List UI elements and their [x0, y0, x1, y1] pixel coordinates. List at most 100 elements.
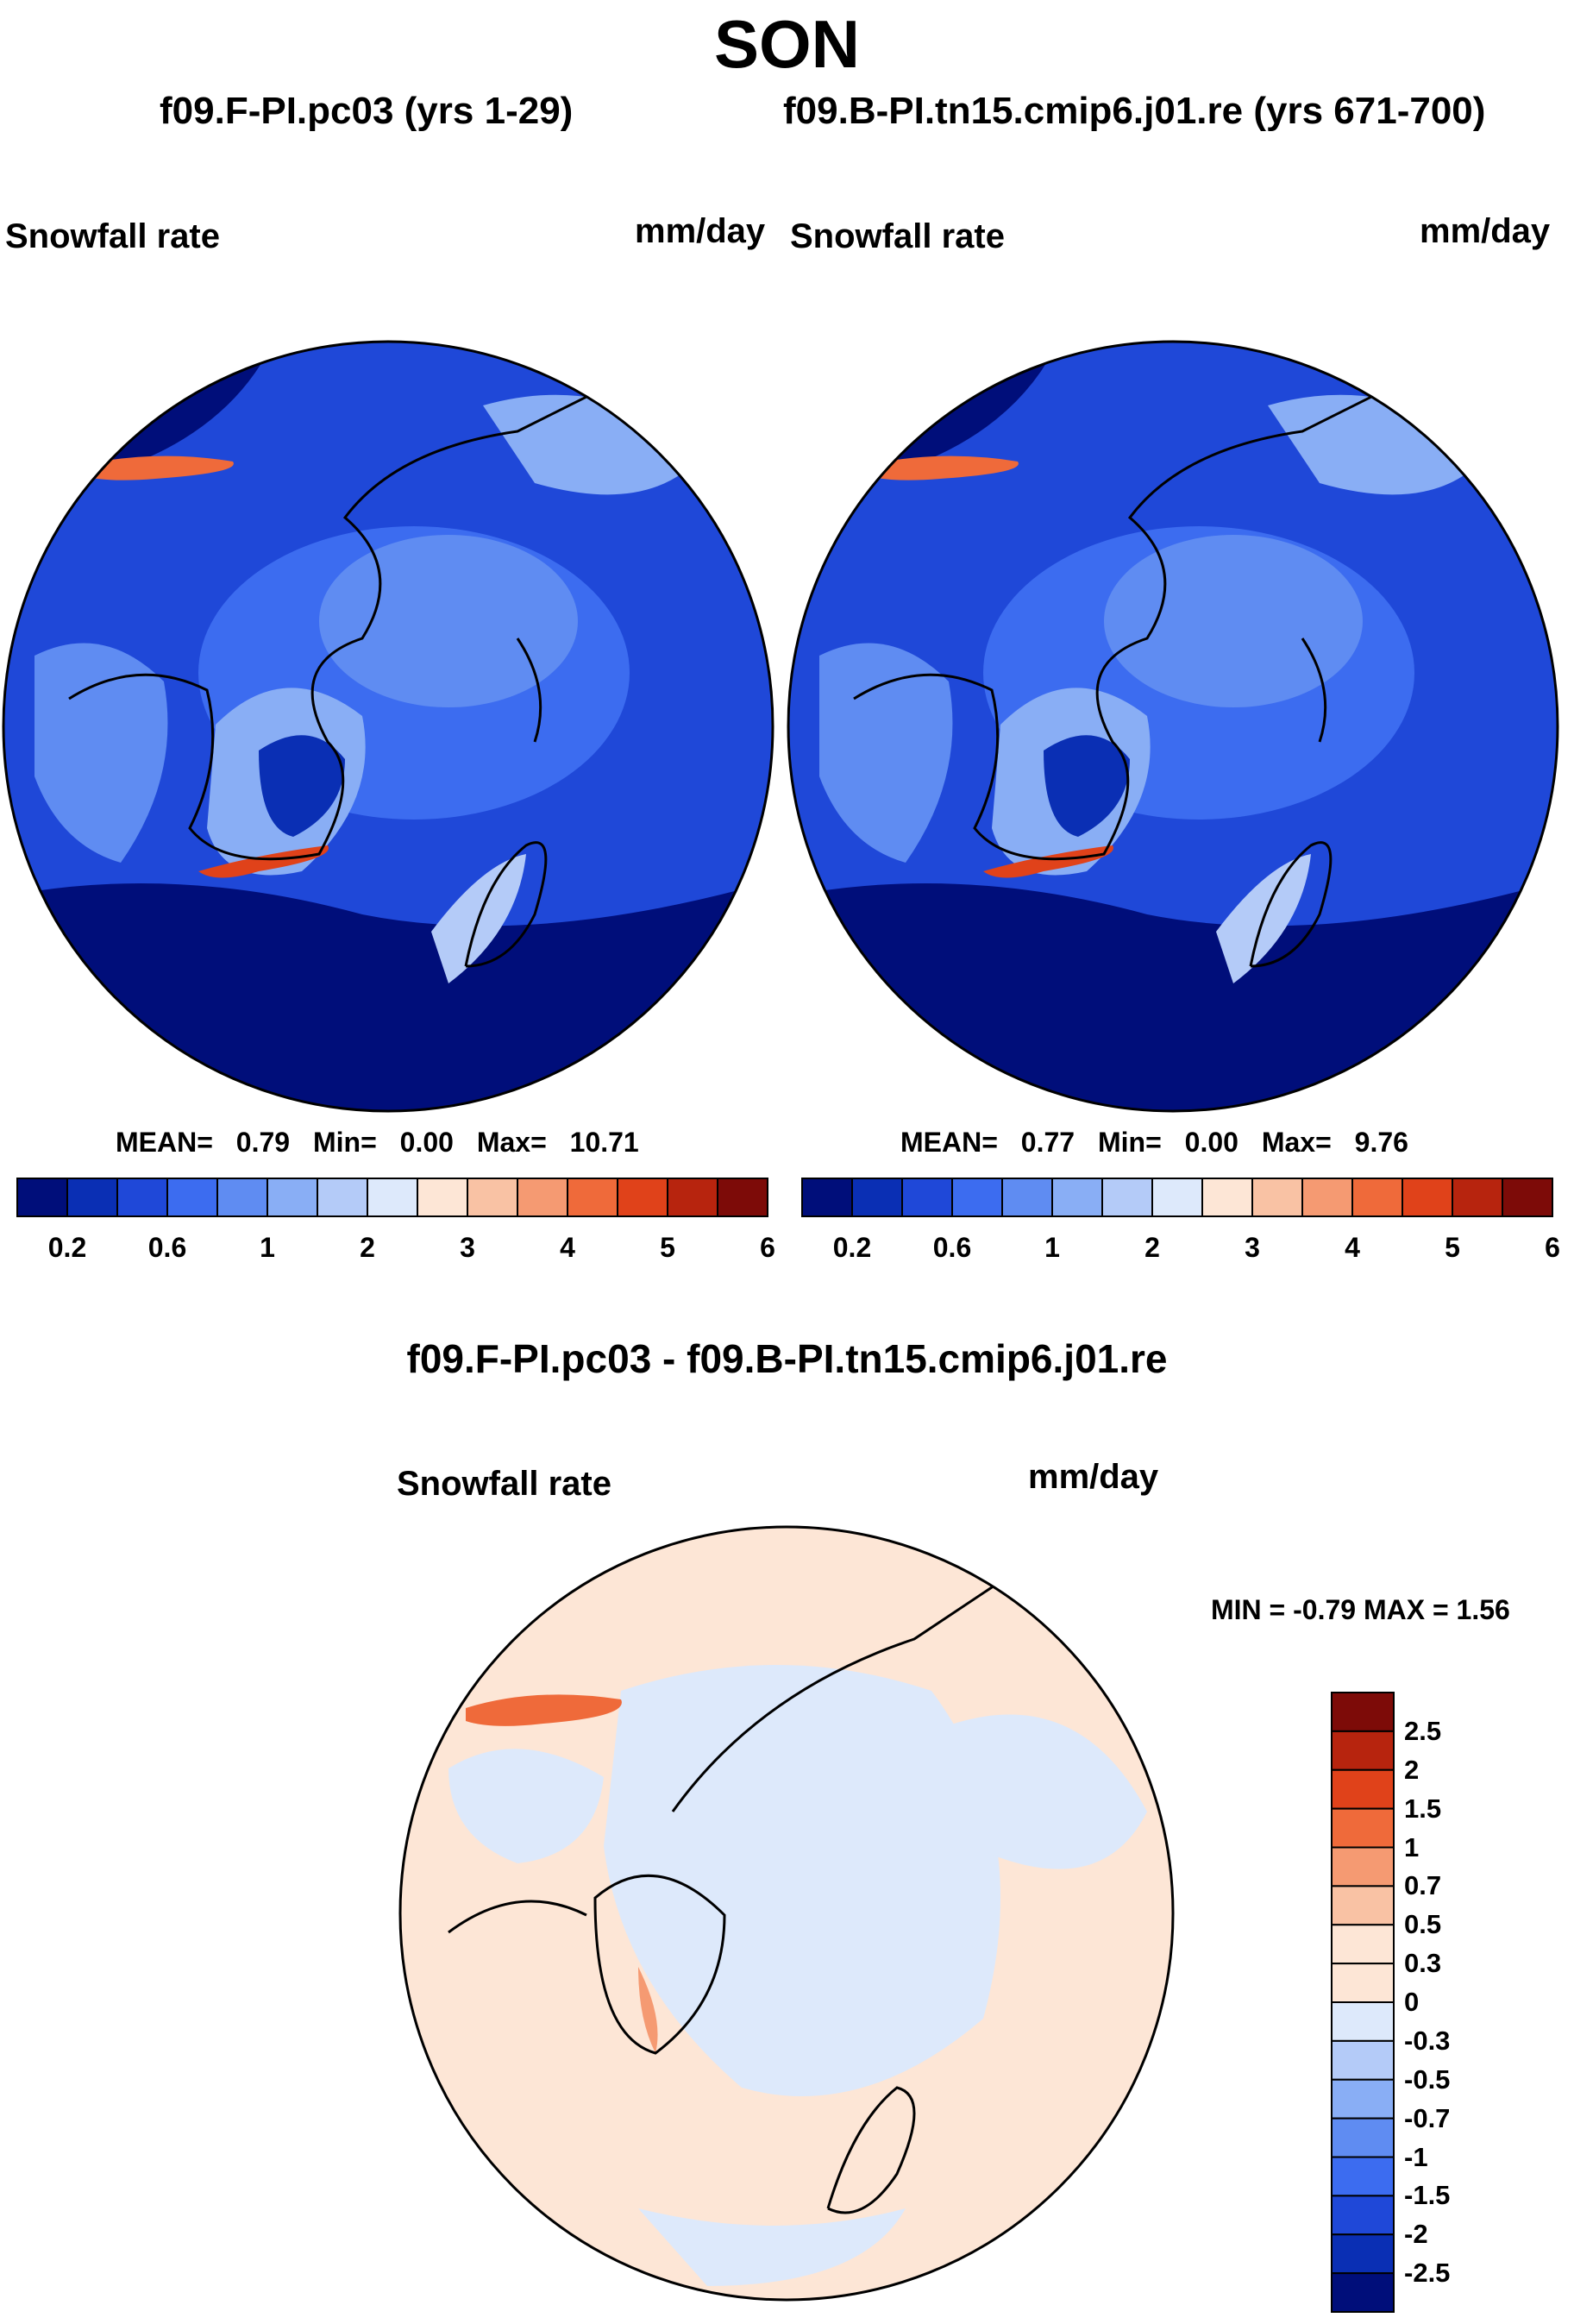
right-variable-label: Snowfall rate — [790, 217, 1005, 255]
diff-colorbar-tick: -2 — [1404, 2219, 1428, 2250]
diff-minmax: MIN = -0.79 MAX = 1.56 — [1211, 1594, 1510, 1625]
right-colorbar — [801, 1178, 1553, 1217]
left-mean-label: MEAN= — [116, 1127, 213, 1158]
diff-colorbar-tick: -0.3 — [1404, 2025, 1451, 2056]
left-max-label: Max= — [476, 1127, 547, 1158]
diff-colorbar-box — [1331, 1885, 1395, 1926]
right-greenland-core — [1044, 735, 1130, 837]
right-coastline-2 — [1249, 841, 1333, 968]
diff-colorbar-box — [1331, 2001, 1395, 2042]
left-colorbar-box — [417, 1178, 468, 1217]
left-stats: MEAN= 0.79 Min= 0.00 Max= 10.71 — [116, 1127, 639, 1159]
left-colorbar-tick: 0.2 — [47, 1232, 87, 1263]
right-units-label: mm/day — [1420, 212, 1551, 250]
right-colorbar-box — [1101, 1178, 1153, 1217]
diff-colorbar-box — [1331, 1963, 1395, 2003]
left-arctic-inner — [319, 535, 578, 707]
left-mean-value: 0.79 — [235, 1127, 291, 1158]
right-colorbar-tick: 6 — [1545, 1232, 1560, 1263]
left-colorbar-tick: 6 — [760, 1232, 775, 1263]
right-alaska-hotspot — [862, 455, 1019, 481]
right-colorbar-box — [851, 1178, 903, 1217]
left-na-band — [34, 643, 168, 863]
diff-coastline-na — [448, 1900, 587, 1934]
diff-colorbar-tick: -0.7 — [1404, 2102, 1451, 2133]
diff-south-negative — [638, 2208, 906, 2286]
diff-variable-label: Snowfall rate — [397, 1465, 611, 1503]
left-colorbar-tick: 2 — [360, 1232, 375, 1263]
season-title: SON — [713, 6, 861, 82]
right-max-value: 9.76 — [1354, 1127, 1408, 1158]
right-colorbar-box — [901, 1178, 953, 1217]
left-units-label: mm/day — [635, 212, 766, 250]
left-map-border — [2, 340, 774, 1113]
diff-units-label: mm/day — [1028, 1458, 1159, 1496]
diff-alaska-positive — [466, 1694, 622, 1726]
right-arctic-inner — [1104, 535, 1363, 707]
right-stats: MEAN= 0.77 Min= 0.00 Max= 9.76 — [900, 1127, 1408, 1159]
diff-na-negative — [448, 1749, 604, 1863]
diff-colorbar-tick: -1 — [1404, 2141, 1428, 2172]
diff-colorbar — [1331, 1692, 1395, 2313]
diff-coastline-greenland — [593, 1874, 726, 2055]
left-coastline-1 — [68, 361, 656, 861]
diff-colorbar-box — [1331, 2272, 1395, 2313]
right-min-label: Min= — [1097, 1127, 1162, 1158]
diff-colorbar-tick: 1 — [1404, 1831, 1420, 1862]
right-mean-label: MEAN= — [900, 1127, 998, 1158]
diff-colorbar-box — [1331, 1692, 1395, 1732]
left-coastline-3 — [516, 638, 542, 743]
right-colorbar-box — [1351, 1178, 1403, 1217]
left-colorbar-box — [16, 1178, 68, 1217]
diff-coastline-siberia — [671, 1568, 1019, 1812]
right-mean-value: 0.77 — [1020, 1127, 1075, 1158]
right-greenland-hotspot — [983, 845, 1113, 878]
diff-map-border — [398, 1525, 1175, 2302]
left-max-value: 10.71 — [569, 1127, 639, 1158]
left-colorbar-box — [317, 1178, 368, 1217]
right-colorbar-box — [1151, 1178, 1203, 1217]
right-map-border — [787, 340, 1559, 1113]
right-colorbar-box — [1001, 1178, 1053, 1217]
right-na-band — [819, 643, 953, 863]
diff-coastline-scandinavia — [826, 2086, 916, 2214]
left-colorbar-tick: 4 — [560, 1232, 575, 1263]
diff-siberia-negative — [949, 1714, 1147, 1869]
diff-colorbar-box — [1331, 2039, 1395, 2081]
left-variable-label: Snowfall rate — [5, 217, 220, 255]
left-case-title: f09.F-PI.pc03 (yrs 1-29) — [160, 90, 574, 132]
left-colorbar-box — [617, 1178, 668, 1217]
right-colorbar-box — [1301, 1178, 1353, 1217]
right-colorbar-box — [1402, 1178, 1453, 1217]
right-coastline-1 — [853, 361, 1441, 861]
diff-colorbar-tick: 1.5 — [1404, 1793, 1442, 1824]
left-colorbar-tick: 1 — [260, 1232, 275, 1263]
diff-colorbar-box — [1331, 1768, 1395, 1810]
right-colorbar-box — [951, 1178, 1003, 1217]
diff-colorbar-tick: -2.5 — [1404, 2258, 1451, 2289]
left-colorbar-tick: 3 — [460, 1232, 475, 1263]
right-colorbar-box — [1201, 1178, 1253, 1217]
left-colorbar-box — [116, 1178, 168, 1217]
diff-colorbar-box — [1331, 1924, 1395, 1965]
diff-greenland-positive — [638, 1967, 658, 2053]
diff-colorbar-box — [1331, 1730, 1395, 1771]
diff-colorbar-tick: -1.5 — [1404, 2180, 1451, 2211]
right-colorbar-tick: 0.6 — [932, 1232, 972, 1263]
diff-colorbar-box — [1331, 2195, 1395, 2236]
left-colorbar-box — [667, 1178, 718, 1217]
left-colorbar-box — [717, 1178, 768, 1217]
left-colorbar-box — [367, 1178, 418, 1217]
right-coastline-3 — [1301, 638, 1327, 743]
right-colorbar-box — [1051, 1178, 1103, 1217]
right-colorbar-box — [1502, 1178, 1553, 1217]
right-colorbar-tick: 2 — [1144, 1232, 1160, 1263]
left-colorbar-box — [216, 1178, 268, 1217]
diff-title: f09.F-PI.pc03 - f09.B-PI.tn15.cmip6.j01.… — [406, 1336, 1168, 1381]
diff-colorbar-box — [1331, 2078, 1395, 2120]
diff-colorbar-box — [1331, 2117, 1395, 2158]
right-min-value: 0.00 — [1184, 1127, 1239, 1158]
right-colorbar-box — [801, 1178, 853, 1217]
left-coastline-2 — [464, 841, 548, 968]
left-colorbar-box — [467, 1178, 518, 1217]
